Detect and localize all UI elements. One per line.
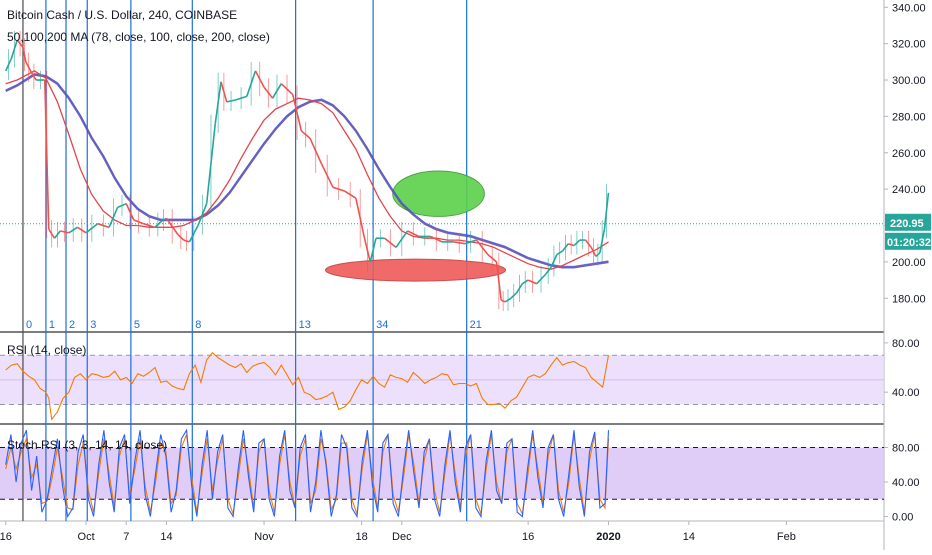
fib-time-label: 13: [299, 319, 311, 331]
time-axis-label: 18: [356, 531, 368, 543]
fib-time-label: 21: [470, 319, 482, 331]
price-axis-label: 280.00: [892, 111, 926, 123]
ma-100-line: [5, 72, 609, 267]
price-axis-label: 180.00: [892, 293, 926, 305]
time-axis-label: Oct: [78, 531, 95, 543]
target-zone-ellipse[interactable]: [392, 170, 485, 217]
stop-zone-ellipse[interactable]: [325, 258, 507, 282]
time-axis-label: 14: [160, 531, 172, 543]
price-axis-label: 320.00: [892, 39, 926, 51]
time-axis-label: Dec: [392, 531, 412, 543]
fib-time-label: 0: [26, 319, 32, 331]
rsi-axis-label: 40.00: [892, 387, 920, 399]
fib-time-label: 1: [49, 319, 55, 331]
chart-title[interactable]: Bitcoin Cash / U.S. Dollar, 240, COINBAS…: [7, 8, 238, 22]
stoch-rsi-legend[interactable]: Stoch RSI (3, 3, 14, 14, close): [7, 438, 168, 452]
time-axis-label: 2020: [596, 531, 620, 543]
fib-time-label: 34: [376, 319, 388, 331]
price-axis-label: 300.00: [892, 75, 926, 87]
ma-78-line: [5, 70, 609, 270]
price-axis-label: 240.00: [892, 184, 926, 196]
last-price-label: 220.95: [890, 218, 924, 230]
countdown-label: 01:20:32: [887, 237, 931, 249]
time-axis-label: 7: [123, 531, 129, 543]
rsi-line: [5, 351, 610, 421]
fib-time-label: 2: [69, 319, 75, 331]
fib-time-label: 8: [195, 319, 201, 331]
rsi-axis-label: 80.00: [892, 338, 920, 350]
time-axis-label: 16: [0, 531, 12, 543]
fib-time-label: 5: [134, 319, 140, 331]
stoch-axis-label: 80.00: [892, 442, 920, 454]
stoch-axis-label: 0.00: [892, 512, 913, 524]
price-axis-label: 200.00: [892, 257, 926, 269]
ma-legend[interactable]: 50,100,200 MA (78, close, 100, close, 20…: [7, 30, 270, 44]
rsi-legend[interactable]: RSI (14, close): [7, 343, 87, 357]
price-axis-label: 340.00: [892, 2, 926, 14]
countdown-badge[interactable]: [885, 232, 931, 250]
stoch-axis-label: 40.00: [892, 477, 920, 489]
last-price-badge[interactable]: [885, 213, 931, 231]
stoch-k-line: [5, 428, 610, 519]
time-axis-label: Feb: [777, 531, 796, 543]
fib-time-label: 3: [90, 319, 96, 331]
time-axis-label: 14: [683, 531, 695, 543]
price-axis-label: 260.00: [892, 148, 926, 160]
ma-200-line: [5, 73, 609, 269]
time-axis-label: 16: [522, 531, 534, 543]
time-axis-label: Nov: [254, 531, 274, 543]
